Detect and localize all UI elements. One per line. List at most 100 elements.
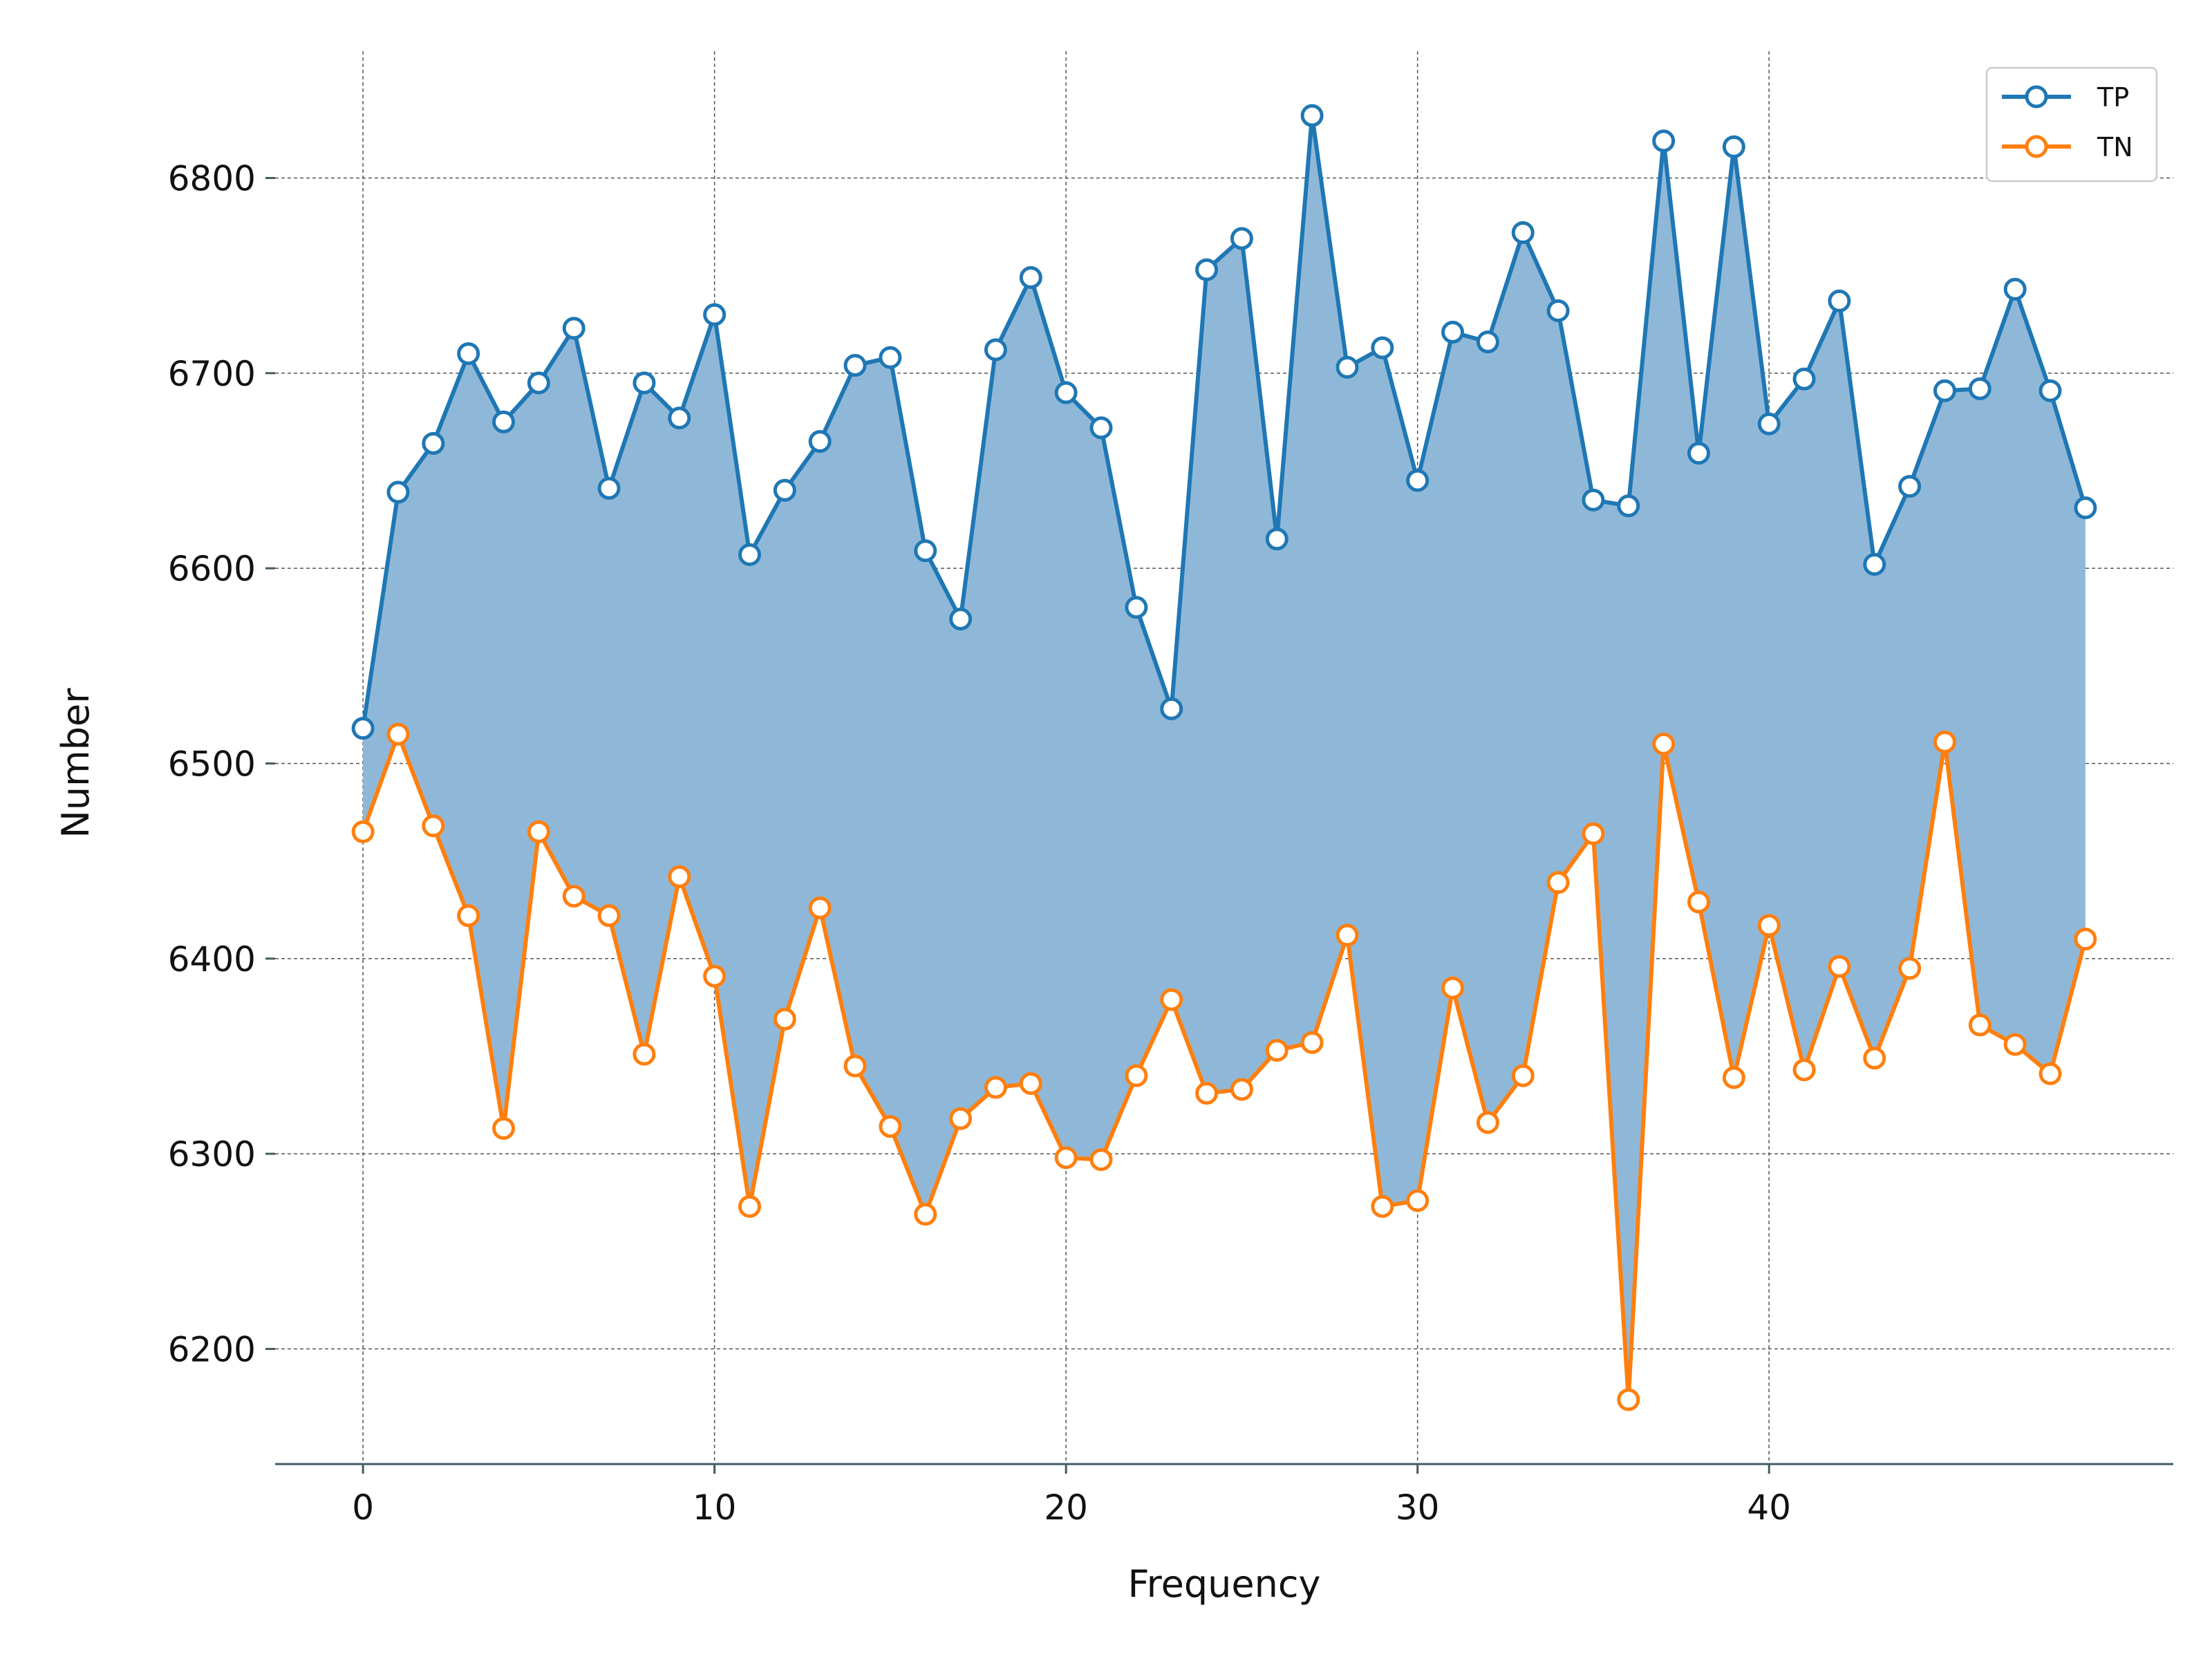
data-point-tn [738,1194,761,1218]
data-point-tp [492,410,516,433]
data-point-tp [1933,379,1956,402]
y-tick-label: 6500 [168,744,256,784]
data-point-tp [1335,355,1359,379]
data-point-tn [843,1054,867,1078]
data-point-tn [527,820,550,843]
data-point-tp [914,539,937,563]
data-point-tp [1195,258,1219,281]
y-tick-label: 6300 [168,1134,256,1174]
data-point-tn [597,904,621,928]
fill-between-area [363,115,2086,1400]
data-point-tp [738,543,761,566]
legend-marker-tp [2025,85,2048,109]
data-point-tn [1019,1071,1042,1095]
data-point-tp [1898,475,1922,498]
data-point-tn [386,722,410,746]
data-point-tp [1792,367,1816,391]
data-point-tp [1230,227,1253,250]
data-point-tn [2038,1062,2062,1085]
data-point-tp [422,431,445,455]
data-point-tn [949,1107,973,1130]
data-point-tn [1125,1064,1148,1087]
data-point-tp [1371,336,1394,359]
data-point-tp [1476,330,1499,354]
data-point-tp [668,406,691,430]
y-tick-label: 6200 [168,1329,256,1369]
x-ticks: 0 10 20 30 40 [352,1464,1791,1528]
data-point-tp [1652,129,1676,153]
data-point-tp [1441,321,1465,344]
data-point-tp [1300,104,1324,127]
data-point-tp [2038,379,2062,402]
data-point-tp [1722,135,1745,158]
series-markers [351,104,2097,1412]
data-point-tn [1828,955,1851,978]
legend-label-tn: TN [2097,132,2133,162]
data-point-tn [1898,957,1922,980]
data-point-tn [1933,730,1956,753]
data-point-tp [1054,381,1078,404]
data-point-tn [492,1116,516,1140]
data-point-tn [668,865,691,888]
data-point-tn [1160,988,1183,1011]
y-tick-label: 6700 [168,354,256,394]
data-point-tn [632,1042,656,1066]
data-point-tp [1019,265,1042,289]
data-point-tn [422,814,445,838]
data-point-tn [914,1203,937,1226]
data-point-tn [1089,1148,1113,1172]
legend-frame [1985,66,2158,182]
data-point-tn [773,1007,796,1031]
data-point-tp [1828,289,1851,312]
data-point-tn [1335,924,1359,947]
x-tick-label: 0 [352,1488,374,1528]
data-point-tp [703,303,727,326]
data-point-tp [2074,496,2097,520]
data-point-tp [1863,553,1886,577]
data-point-tp [1125,596,1148,619]
data-point-tn [1230,1078,1253,1101]
data-point-tn [1441,976,1465,1000]
data-point-tn [703,964,727,988]
y-tick-label: 6400 [168,939,256,980]
data-point-tn [562,884,585,908]
data-point-tp [879,346,902,369]
data-point-tn [1054,1146,1078,1170]
data-point-tp [386,480,410,504]
legend-label-tp: TP [2097,82,2129,113]
data-point-tn [1652,732,1676,756]
data-point-tp [1089,416,1113,440]
data-point-tp [1968,377,1991,400]
data-point-tp [949,608,973,631]
data-point-tn [1476,1111,1499,1134]
data-point-tn [1582,822,1605,845]
data-point-tn [1757,914,1781,937]
fill-between-polygon [363,115,2086,1400]
y-tick-label: 6800 [168,159,256,199]
data-point-tp [562,317,585,340]
data-point-tp [1406,469,1430,492]
data-point-tn [2003,1033,2027,1056]
data-point-tn [808,896,832,919]
data-point-tn [1617,1388,1640,1412]
y-tick-label: 6600 [168,549,256,589]
data-point-tn [1546,871,1570,894]
data-point-tn [1687,890,1710,914]
legend: TP TN [1985,66,2158,182]
data-point-tp [351,717,375,740]
data-point-tp [1160,697,1183,720]
data-point-tp [457,342,480,366]
data-point-tp [1265,527,1288,551]
data-point-tn [2074,928,2097,951]
data-point-tn [1968,1013,1991,1037]
data-point-tp [1687,442,1710,465]
data-point-tn [351,820,375,843]
data-point-tn [1722,1066,1745,1089]
data-point-tp [773,478,796,502]
data-point-tp [1511,221,1535,245]
data-point-tn [1406,1189,1430,1212]
data-point-tn [1511,1064,1535,1087]
x-tick-label: 30 [1396,1488,1440,1528]
data-point-tn [1265,1038,1288,1062]
